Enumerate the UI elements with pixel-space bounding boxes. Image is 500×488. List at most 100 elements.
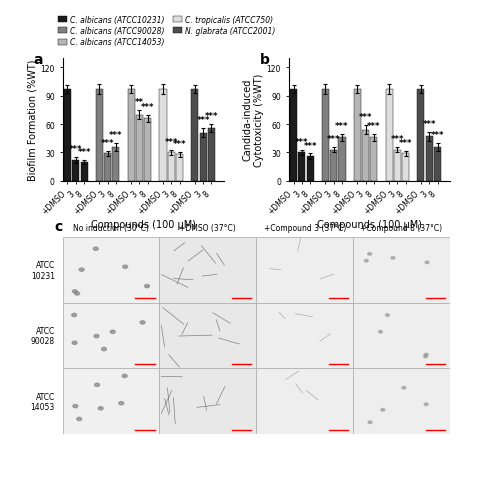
Y-axis label: Biofilm Formation (%WT): Biofilm Formation (%WT) [28,60,38,181]
Bar [362,130,369,182]
Bar [62,369,160,434]
Circle shape [110,330,115,334]
Bar [370,138,378,182]
Bar [64,90,71,182]
X-axis label: Compounds (100 μM): Compounds (100 μM) [317,219,422,229]
Circle shape [102,347,106,351]
Bar [394,150,401,182]
Text: ***: *** [367,122,380,130]
Bar [402,154,409,182]
Bar [104,154,111,182]
Text: b: b [260,52,270,66]
Text: **: ** [135,98,144,107]
Bar [176,155,183,182]
Bar [298,153,306,182]
Bar [338,138,345,182]
Text: ***: *** [164,138,178,146]
Circle shape [119,402,124,405]
Legend: C. albicans (ATCC10231), C. albicans (ATCC90028), C. albicans (ATCC14053), C. tr: C. albicans (ATCC10231), C. albicans (AT… [58,16,275,47]
Text: ATCC
90028: ATCC 90028 [30,326,55,346]
Bar [96,90,103,182]
Text: ***: *** [359,113,372,122]
Circle shape [368,421,372,424]
Bar [418,90,424,182]
Circle shape [94,384,100,386]
Bar [62,303,160,369]
Circle shape [144,285,150,288]
Text: ATCC
10231: ATCC 10231 [31,261,55,280]
Bar [160,90,166,182]
Bar [112,147,119,182]
Circle shape [140,321,145,325]
Circle shape [424,403,428,406]
Text: ***: *** [101,139,114,147]
Bar [426,137,433,182]
Text: c: c [55,220,63,234]
Circle shape [73,405,78,408]
Text: a: a [34,52,43,66]
Bar [160,238,256,303]
Circle shape [77,417,82,421]
Text: ***: *** [431,131,444,140]
Text: No induction (30°C): No induction (30°C) [73,224,149,232]
Bar [386,90,392,182]
Text: ***: *** [69,145,82,154]
Text: ***: *** [295,138,308,146]
Bar [290,90,297,182]
Bar [136,115,143,182]
Bar [354,90,361,182]
Text: +Compound 3 (37°C): +Compound 3 (37°C) [264,224,346,232]
Bar [322,90,329,182]
Y-axis label: Candida-induced
Cytotoxicity (%WT): Candida-induced Cytotoxicity (%WT) [242,74,264,166]
Text: ***: *** [390,135,404,143]
Bar [160,303,256,369]
Text: ***: *** [109,131,122,140]
Circle shape [123,265,128,269]
Circle shape [425,262,429,264]
Bar [200,133,206,182]
Text: +Compound 8 (37°C): +Compound 8 (37°C) [360,224,442,232]
Bar [256,303,353,369]
Circle shape [72,342,77,345]
Bar [256,369,353,434]
Text: ***: *** [173,140,186,148]
Bar [128,90,134,182]
Bar [353,369,450,434]
Text: ATCC
14053: ATCC 14053 [30,392,55,411]
Bar [330,150,337,182]
Bar [160,369,256,434]
Circle shape [122,374,127,378]
Text: ***: *** [196,116,210,125]
Circle shape [72,314,76,317]
Text: ***: *** [204,112,218,121]
Circle shape [381,408,384,411]
Text: ***: *** [141,102,154,112]
Text: ***: *** [304,142,317,150]
Bar [192,90,198,182]
Circle shape [386,314,390,317]
Circle shape [378,331,382,333]
Bar [144,119,152,182]
Bar [62,238,160,303]
Bar [208,128,215,182]
Bar [353,303,450,369]
Text: ***: *** [327,135,340,143]
Circle shape [79,268,84,272]
Circle shape [402,386,406,389]
Circle shape [424,353,428,356]
Circle shape [94,335,99,338]
Circle shape [391,257,395,260]
Bar [72,161,80,182]
Circle shape [75,292,80,296]
Bar [353,238,450,303]
Text: ***: *** [78,148,91,157]
Circle shape [94,247,98,251]
Text: +DMSO (37°C): +DMSO (37°C) [180,224,236,232]
Bar [306,157,314,182]
Bar [80,163,87,182]
Text: ***: *** [422,120,436,128]
Circle shape [364,260,368,263]
Circle shape [72,290,78,293]
Circle shape [98,407,103,410]
Bar [256,238,353,303]
